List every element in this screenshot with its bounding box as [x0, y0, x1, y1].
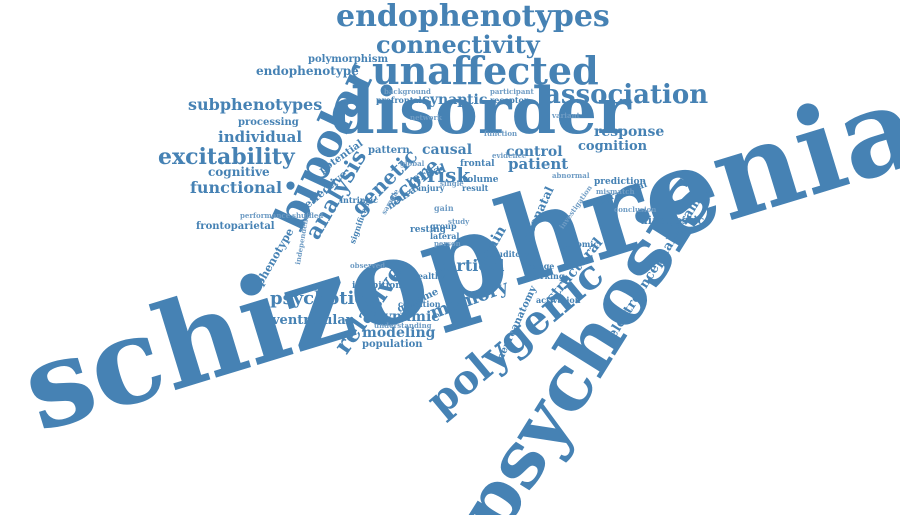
word-connectivity: connectivity: [376, 30, 540, 59]
word-cortical: cortical: [436, 256, 505, 275]
word-dynamic: dynamic: [374, 309, 440, 325]
word-abnormal: abnormal: [552, 171, 590, 180]
word-volume: volume: [462, 175, 499, 185]
word-inhibition: inhibition: [352, 281, 402, 291]
word-excitability: excitability: [158, 144, 295, 170]
word-psychotic: psychotic: [270, 288, 366, 309]
word-population: population: [362, 339, 423, 350]
word-diagnostic: diagnostic: [640, 214, 705, 227]
word-result: result: [462, 183, 489, 193]
word-conclusion: conclusion: [614, 205, 657, 214]
word-prefrontal: prefrontal: [376, 95, 422, 105]
word-observed: observed: [350, 261, 386, 270]
word-functional: functional: [190, 178, 283, 197]
word-function: function: [484, 129, 518, 138]
word-evidence: evidence: [492, 151, 527, 160]
word-shuffled: shuffled: [292, 211, 324, 220]
word-patient: patient: [508, 155, 569, 173]
word-processing: processing: [238, 117, 299, 128]
word-participant: participant: [490, 87, 534, 96]
word-change: change: [522, 261, 555, 271]
word-risk: risk: [427, 163, 471, 187]
word-polymorphism: polymorphism: [308, 54, 389, 65]
word-network: network: [410, 113, 443, 122]
word-variant: variant: [552, 111, 580, 120]
word-group: group: [430, 221, 457, 231]
word-healthy: healthy: [412, 271, 446, 281]
word-intrinsic: intrinsic: [340, 195, 379, 205]
word-auditory: auditory: [492, 249, 530, 259]
word-unaffected: unaffected: [372, 48, 599, 93]
word-cognition: cognition: [578, 139, 648, 154]
word-resting: resting: [410, 225, 446, 235]
word-single: single: [440, 179, 464, 188]
word-global: global: [400, 159, 425, 168]
word-causal: causal: [422, 142, 473, 158]
word-lateral: lateral: [430, 231, 460, 241]
word-condition: condition: [398, 299, 441, 309]
word-activation: activation: [536, 295, 581, 305]
word-prediction: prediction: [594, 177, 647, 187]
word-injury: injury: [418, 183, 445, 193]
word-ventricular: ventricular: [272, 313, 353, 328]
word-performance: performance: [240, 211, 291, 220]
word-endophenotype: endophenotype: [256, 64, 359, 78]
word-frontoparietal: frontoparietal: [196, 221, 275, 232]
word-frontal: frontal: [460, 159, 495, 169]
word-mismatch: mismatch: [596, 187, 635, 196]
word-background: background: [384, 87, 431, 96]
word-person: person: [434, 239, 461, 248]
word-synaptic: synaptic: [422, 92, 488, 108]
word-control: control: [506, 144, 563, 160]
word-endophenotypes: endophenotypes: [336, 0, 610, 34]
word-disorder: disorder: [330, 74, 631, 149]
word-modeling: modeling: [362, 325, 436, 341]
word-study: study: [448, 217, 470, 226]
word-genomic: genomic: [560, 239, 599, 249]
word-individual: individual: [218, 128, 303, 146]
word-association: association: [544, 80, 709, 110]
word-cognitive: cognitive: [208, 165, 270, 179]
word-subphenotypes: subphenotypes: [188, 95, 323, 114]
word-understanding: understanding: [374, 321, 432, 330]
word-working: working: [528, 271, 565, 281]
word-receptor: receptor: [490, 95, 529, 105]
word-pattern: pattern: [368, 145, 410, 156]
word-gain: gain: [434, 203, 454, 213]
word-response: response: [594, 124, 665, 140]
